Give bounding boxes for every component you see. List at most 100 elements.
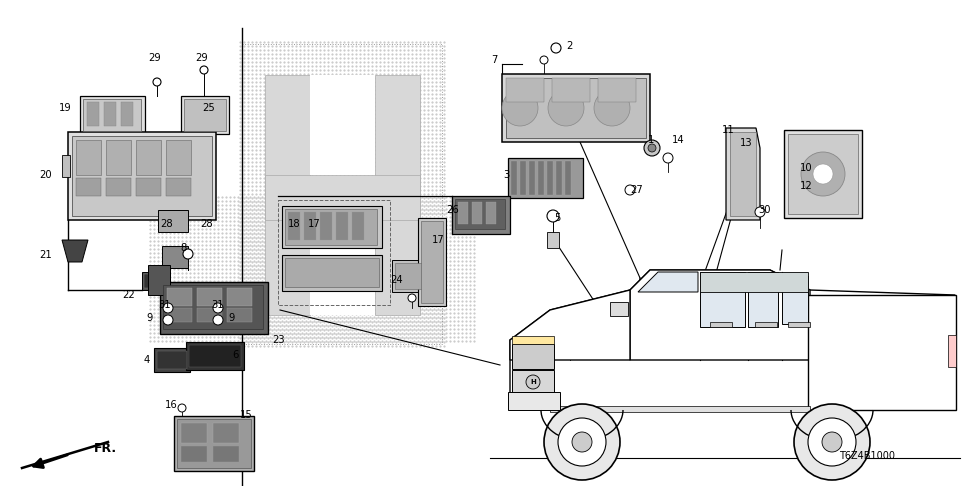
Bar: [282, 206, 382, 248]
Bar: [458, 202, 468, 224]
Bar: [197, 308, 222, 322]
Circle shape: [813, 164, 833, 184]
Bar: [213, 423, 239, 443]
Text: H: H: [530, 379, 536, 385]
Text: 29: 29: [195, 53, 208, 63]
Bar: [76, 178, 101, 196]
Bar: [157, 351, 187, 369]
Circle shape: [755, 207, 765, 217]
Text: 18: 18: [288, 219, 300, 229]
Bar: [148, 265, 170, 295]
Bar: [278, 200, 390, 305]
Bar: [336, 212, 348, 240]
Bar: [520, 161, 526, 195]
Bar: [76, 140, 101, 175]
Text: 3: 3: [503, 170, 510, 180]
Bar: [106, 140, 131, 175]
Bar: [87, 102, 99, 126]
Bar: [167, 288, 192, 306]
Text: 9: 9: [147, 313, 153, 323]
Text: 23: 23: [272, 335, 285, 345]
Circle shape: [213, 303, 223, 313]
Bar: [184, 99, 226, 131]
Text: 26: 26: [446, 205, 459, 215]
Bar: [512, 336, 554, 344]
Bar: [472, 202, 482, 224]
Text: 5: 5: [554, 213, 560, 223]
Bar: [788, 322, 810, 327]
Bar: [68, 132, 216, 220]
Text: 2: 2: [566, 41, 573, 51]
Bar: [136, 178, 161, 196]
Circle shape: [822, 432, 842, 452]
Text: 8: 8: [180, 243, 187, 253]
Bar: [529, 161, 535, 195]
Text: 16: 16: [165, 400, 178, 410]
Bar: [213, 446, 239, 462]
Bar: [121, 102, 133, 126]
Circle shape: [548, 90, 584, 126]
Bar: [506, 78, 544, 102]
Bar: [158, 210, 188, 232]
Polygon shape: [510, 270, 955, 410]
Circle shape: [163, 315, 173, 325]
Text: 22: 22: [122, 290, 135, 300]
Text: 25: 25: [202, 103, 215, 113]
Text: 28: 28: [200, 219, 213, 229]
Bar: [565, 161, 571, 195]
Bar: [788, 134, 858, 214]
Bar: [144, 274, 168, 288]
Text: T6Z4B1000: T6Z4B1000: [839, 451, 895, 461]
Bar: [72, 136, 212, 216]
Bar: [538, 161, 544, 195]
Text: 21: 21: [39, 250, 52, 260]
Bar: [375, 75, 420, 315]
Text: 30: 30: [758, 205, 771, 215]
Bar: [162, 246, 188, 268]
Text: 12: 12: [800, 181, 813, 191]
Text: 11: 11: [722, 125, 735, 135]
Text: 28: 28: [160, 219, 173, 229]
Polygon shape: [62, 240, 88, 262]
Bar: [288, 212, 300, 240]
Bar: [142, 272, 170, 290]
Circle shape: [808, 418, 856, 466]
Bar: [166, 140, 191, 175]
Bar: [700, 272, 745, 327]
Circle shape: [644, 140, 660, 156]
Circle shape: [213, 315, 223, 325]
Polygon shape: [510, 290, 630, 360]
Bar: [197, 288, 222, 306]
Text: 9: 9: [228, 313, 234, 323]
Text: 15: 15: [240, 410, 253, 420]
Bar: [106, 178, 131, 196]
Bar: [310, 75, 375, 175]
Bar: [598, 78, 636, 102]
Bar: [395, 263, 425, 289]
Bar: [748, 272, 778, 327]
Text: 7: 7: [492, 55, 498, 65]
FancyArrowPatch shape: [34, 455, 67, 468]
Bar: [552, 78, 590, 102]
Bar: [700, 272, 808, 292]
Text: 29: 29: [149, 53, 161, 63]
Bar: [392, 260, 428, 292]
Bar: [352, 212, 364, 240]
Bar: [227, 288, 252, 306]
Circle shape: [200, 66, 208, 74]
Bar: [421, 221, 443, 303]
Polygon shape: [638, 272, 698, 292]
Bar: [186, 342, 244, 370]
Bar: [177, 419, 251, 468]
Bar: [80, 96, 145, 134]
Bar: [808, 295, 956, 410]
Text: 10: 10: [800, 163, 813, 173]
Bar: [508, 158, 583, 198]
Bar: [181, 423, 207, 443]
Bar: [265, 175, 420, 220]
Bar: [167, 308, 192, 322]
Text: 20: 20: [40, 170, 52, 180]
Bar: [506, 78, 646, 138]
Bar: [486, 202, 496, 224]
Text: 24: 24: [390, 275, 402, 285]
